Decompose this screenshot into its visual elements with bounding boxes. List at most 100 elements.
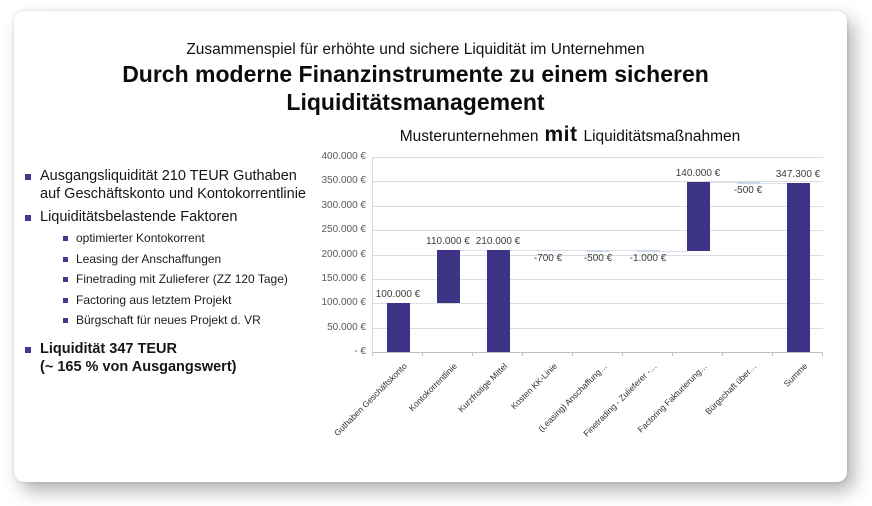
connector-line <box>509 249 537 251</box>
gridline <box>373 181 823 183</box>
x-axis-tick <box>672 353 673 356</box>
waterfall-bar <box>486 249 510 352</box>
x-category-label: Kontokorrentlinie <box>406 361 460 414</box>
bar-value-label: -500 € <box>733 185 763 197</box>
bullet-square-icon <box>63 297 68 303</box>
waterfall-bar <box>436 249 460 304</box>
x-category-label: Kosten KK-Linie <box>508 361 560 412</box>
y-tick-label: 400.000 € <box>321 151 367 162</box>
y-tick-label: - € <box>354 346 366 357</box>
bullet-square-icon <box>25 215 31 222</box>
sub-bullet: Factoring aus letztem Projekt <box>63 293 337 307</box>
x-axis-tick <box>472 353 473 356</box>
bar-value-label: 140.000 € <box>675 168 721 180</box>
x-axis-tick <box>622 353 623 356</box>
plot-area: 100.000 € 110.000 € 210.000 € -700 € -500 € -… <box>372 157 823 353</box>
bullet-text: Liquidität 347 TEUR (~ 165 % von Ausgang… <box>40 341 310 376</box>
chart-title-prefix: Musterunternehmen <box>399 128 539 145</box>
x-category-label: Bürgschaft über… <box>703 361 760 417</box>
x-axis-tick <box>772 353 773 356</box>
sub-bullet: Bürgschaft für neues Projekt d. VR <box>63 313 337 327</box>
waterfall-bar <box>536 249 560 252</box>
bullet-ausgangsliquiditaet: Ausgangsliquidität 210 TEUR Guthaben auf… <box>25 168 337 203</box>
waterfall-bar <box>636 250 660 252</box>
slide-title-line1: Durch moderne Finanzinstrumente zu einem… <box>122 61 709 87</box>
gridline <box>373 230 823 232</box>
waterfall-bar <box>586 250 610 252</box>
y-tick-label: 200.000 € <box>321 248 367 260</box>
x-category-label: Guthaben Geschäftskonto <box>332 361 410 438</box>
y-tick-label: 250.000 € <box>321 224 367 236</box>
sub-bullet: Finetrading mit Zulieferer (ZZ 120 Tage) <box>63 272 337 286</box>
bar-value-label: 110.000 € <box>426 235 470 247</box>
sub-bullet-text: Factoring aus letztem Projekt <box>76 292 232 307</box>
chart-title: Musterunternehmen mit Liquiditätsmaßnahm… <box>370 123 770 147</box>
bar-value-label: 100.000 € <box>375 289 421 301</box>
connector-line <box>759 182 787 184</box>
sub-bullet-list: optimierter Kontokorrent Leasing der Ansc… <box>63 231 337 327</box>
bullet-liquiditaet-347: Liquidität 347 TEUR (~ 165 % von Ausgang… <box>25 341 337 376</box>
bar-value-label: -500 € <box>583 252 613 264</box>
bullet-square-icon <box>25 347 31 354</box>
gridline <box>373 278 823 280</box>
bar-value-label: 210.000 € <box>475 235 521 247</box>
sub-bullet-text: Leasing der Anschaffungen <box>76 251 222 266</box>
bullet-square-icon <box>63 236 68 242</box>
x-category-label: Summe <box>781 361 810 389</box>
bullet-text: Ausgangsliquidität 210 TEUR Guthaben auf… <box>40 168 306 202</box>
sub-bullet-text: Bürgschaft für neues Projekt d. VR <box>76 313 261 328</box>
bullet-text-line1: Liquidität 347 TEUR <box>40 341 177 358</box>
bullet-square-icon <box>63 318 68 324</box>
gridline <box>373 303 823 305</box>
y-tick-label: 350.000 € <box>321 175 367 187</box>
x-axis-tick <box>372 353 373 356</box>
bullet-text: Liquiditätsbelastende Faktoren <box>40 209 238 226</box>
sub-bullet-text: Finetrading mit Zulieferer (ZZ 120 Tage) <box>76 272 288 287</box>
chart-title-emphasis: mit <box>544 123 578 146</box>
sub-bullet: Leasing der Anschaffungen <box>63 252 337 266</box>
bullet-square-icon <box>63 256 68 262</box>
waterfall-bar <box>386 303 410 353</box>
gridline <box>373 205 823 207</box>
bullet-belastende-faktoren: Liquiditätsbelastende Faktoren <box>25 209 337 227</box>
x-axis-tick <box>572 353 573 356</box>
connector-line <box>409 303 437 305</box>
gridline <box>373 157 823 158</box>
y-tick-label: 300.000 € <box>321 199 367 211</box>
gridline <box>373 327 823 329</box>
x-axis-tick <box>822 353 823 356</box>
bullet-text-line2: (~ 165 % von Ausgangswert) <box>40 358 237 375</box>
x-category-label: Kurzfristige Mittel <box>455 361 510 415</box>
waterfall-bar <box>736 182 760 184</box>
y-axis-labels: 400.000 € 350.000 € 300.000 € 250.000 € 200.… <box>280 151 367 357</box>
connector-line <box>559 250 587 251</box>
y-tick-label: 50.000 € <box>327 321 366 333</box>
waterfall-bar <box>686 182 710 251</box>
slide-title-line2: Liquiditätsmanagement <box>286 89 545 116</box>
connector-line <box>609 250 637 252</box>
slide: Zusammenspiel für erhöhte und sichere Li… <box>14 11 847 482</box>
bullet-square-icon <box>63 277 68 283</box>
sub-bullet: optimierter Kontokorrent <box>63 231 337 245</box>
bullet-square-icon <box>25 174 31 180</box>
gridline <box>373 254 823 256</box>
bar-value-label: -700 € <box>533 252 563 264</box>
x-axis-tick <box>722 353 723 356</box>
chart-title-suffix: Liquiditätsmaßnahmen <box>583 128 741 145</box>
slide-kicker: Zusammenspiel für erhöhte und sichere Li… <box>186 41 645 58</box>
y-tick-label: 100.000 € <box>321 297 367 309</box>
bar-value-label: -1.000 € <box>629 253 667 265</box>
bar-value-label: 347.300 € <box>775 168 821 180</box>
sub-bullet-text: optimierter Kontokorrent <box>76 231 205 246</box>
y-tick-label: 150.000 € <box>321 272 367 284</box>
x-axis-labels: Guthaben Geschäftskonto Kontokorrentlinie… <box>332 353 823 473</box>
connector-line <box>659 250 687 252</box>
waterfall-bar <box>786 182 810 352</box>
x-axis-tick <box>522 353 523 356</box>
slide-title: Durch moderne Finanzinstrumente zu einem… <box>14 60 817 116</box>
connector-line <box>459 249 487 251</box>
connector-line <box>709 182 737 184</box>
x-axis-tick <box>422 353 423 356</box>
left-panel: Ausgangsliquidität 210 TEUR Guthaben auf… <box>25 168 337 376</box>
